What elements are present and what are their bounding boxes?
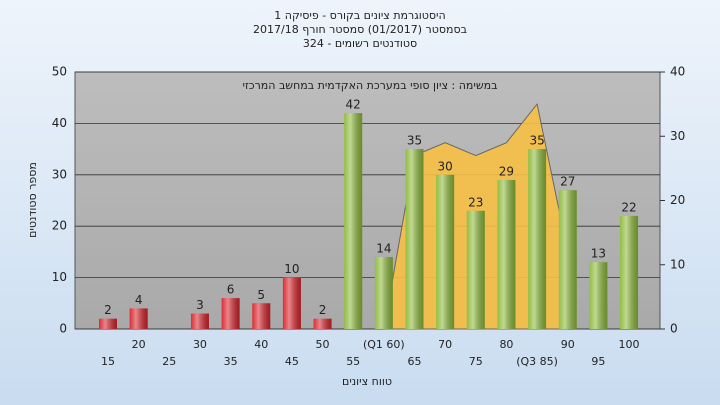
data-label: 3 — [196, 298, 204, 312]
bar-shine — [190, 313, 209, 329]
y2-tick-label: 10 — [670, 257, 685, 271]
x-tick-label: 100 — [619, 338, 640, 351]
bar-shine — [129, 308, 148, 329]
bar-shine — [436, 174, 455, 329]
data-label: 2 — [319, 303, 327, 317]
chart-subtitle: סטודנטים רשומים - 324 — [303, 37, 417, 50]
x-tick-label: 70 — [438, 338, 452, 351]
data-label: 14 — [376, 242, 391, 256]
y2-tick-label: 40 — [670, 65, 685, 79]
y2-tick-label: 30 — [670, 129, 685, 143]
x-tick-label: 75 — [469, 355, 483, 368]
y-tick-label: 50 — [52, 65, 67, 79]
annotation: במשימה : ציון סופי במערכת האקדמית במחשב … — [243, 79, 498, 92]
bar-shine — [589, 262, 608, 329]
x-tick-label: (Q3 85) — [516, 355, 558, 368]
x-tick-label: 35 — [224, 355, 238, 368]
bar-shine — [528, 149, 547, 329]
x-tick-label: 45 — [285, 355, 299, 368]
x-tick-label: 25 — [162, 355, 176, 368]
y-axis-label: מספר סטודנטים — [26, 162, 39, 238]
bar-shine — [252, 303, 271, 329]
chart-title: היסטוגרמת ציונים בקורס - פיסיקה 1 — [274, 9, 445, 22]
bar-shine — [99, 318, 117, 329]
y-tick-label: 20 — [52, 219, 67, 233]
y2-tick-label: 0 — [670, 322, 678, 336]
bar-shine — [344, 113, 363, 330]
y-tick-label: 40 — [52, 116, 67, 130]
bar-shine — [221, 298, 240, 329]
data-label: 35 — [407, 134, 422, 148]
chart-subtitle: בסמסטר (01/2017) סמסטר חורף 2017/18 — [253, 23, 467, 36]
bar-shine — [497, 179, 516, 329]
x-tick-label: 50 — [316, 338, 330, 351]
x-tick-label: 40 — [254, 338, 268, 351]
data-label: 4 — [135, 293, 143, 307]
data-label: 6 — [227, 283, 235, 297]
bar-shine — [313, 318, 332, 329]
x-axis-label: טווח ציונים — [342, 375, 392, 388]
bar-shine — [405, 149, 424, 329]
x-tick-label: 20 — [132, 338, 146, 351]
data-label: 22 — [621, 200, 636, 214]
bar-shine — [558, 190, 577, 329]
data-label: 13 — [591, 247, 606, 261]
y-tick-label: 0 — [59, 322, 67, 336]
data-label: 5 — [257, 288, 265, 302]
x-tick-label: (Q1 60) — [363, 338, 405, 351]
x-tick-label: 90 — [561, 338, 575, 351]
y-tick-label: 10 — [52, 270, 67, 284]
bar-shine — [282, 277, 301, 329]
data-label: 35 — [529, 134, 544, 148]
x-tick-label: 65 — [408, 355, 422, 368]
data-label: 42 — [346, 98, 361, 112]
x-tick-label: 80 — [499, 338, 513, 351]
x-tick-label: 95 — [591, 355, 605, 368]
y-tick-label: 30 — [52, 167, 67, 181]
data-label: 2 — [104, 303, 112, 317]
bar-shine — [620, 215, 639, 329]
data-label: 30 — [438, 159, 453, 173]
data-label: 23 — [468, 195, 483, 209]
data-label: 27 — [560, 175, 575, 189]
bar-shine — [374, 257, 393, 329]
x-tick-label: 55 — [346, 355, 360, 368]
x-tick-label: 15 — [101, 355, 115, 368]
x-tick-label: 30 — [193, 338, 207, 351]
bar-shine — [466, 210, 485, 329]
data-label: 29 — [499, 164, 514, 178]
y2-tick-label: 20 — [670, 193, 685, 207]
data-label: 10 — [284, 262, 299, 276]
